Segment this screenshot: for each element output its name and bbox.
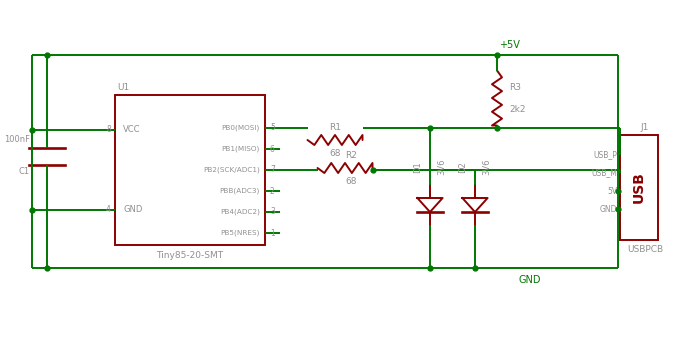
- Text: USBPCB: USBPCB: [627, 245, 663, 255]
- Text: USB_M: USB_M: [591, 169, 617, 177]
- Text: D1: D1: [414, 161, 423, 173]
- Text: R2: R2: [345, 151, 357, 161]
- Text: J1: J1: [640, 122, 649, 131]
- Text: R3: R3: [509, 83, 521, 93]
- Text: PBB(ADC3): PBB(ADC3): [220, 188, 260, 194]
- Text: U1: U1: [117, 83, 130, 93]
- Text: PB5(NRES): PB5(NRES): [220, 230, 260, 236]
- Text: 68: 68: [329, 148, 341, 158]
- Text: 100nF: 100nF: [4, 136, 30, 145]
- Text: +5V: +5V: [499, 40, 520, 50]
- Text: PB1(MISO): PB1(MISO): [222, 146, 260, 152]
- Text: USB_P: USB_P: [593, 150, 617, 160]
- Text: 3V6: 3V6: [438, 159, 447, 175]
- Text: 2k2: 2k2: [509, 105, 526, 115]
- Text: 68: 68: [345, 176, 357, 186]
- Text: GND: GND: [519, 275, 541, 285]
- Text: C1: C1: [19, 168, 30, 176]
- Text: 3: 3: [270, 208, 275, 217]
- Text: GND: GND: [123, 206, 142, 215]
- Text: 2: 2: [270, 187, 274, 195]
- Text: 3V6: 3V6: [482, 159, 491, 175]
- Text: 1: 1: [270, 228, 274, 238]
- Bar: [620, 135, 658, 240]
- Text: PB0(MOSI): PB0(MOSI): [222, 125, 260, 131]
- Bar: [115, 95, 265, 245]
- Text: GND: GND: [599, 204, 617, 214]
- Text: PB2(SCK/ADC1): PB2(SCK/ADC1): [203, 167, 260, 173]
- Text: VCC: VCC: [123, 125, 141, 135]
- Text: Tiny85-20-SMT: Tiny85-20-SMT: [156, 250, 223, 260]
- Text: 7: 7: [270, 166, 275, 174]
- Text: R1: R1: [329, 123, 341, 132]
- Text: USB: USB: [632, 172, 646, 203]
- Text: 6: 6: [270, 145, 275, 153]
- Text: 5: 5: [270, 123, 275, 132]
- Text: PB4(ADC2): PB4(ADC2): [220, 209, 260, 215]
- Text: 8: 8: [106, 125, 111, 135]
- Text: 5V: 5V: [607, 187, 617, 195]
- Text: 4: 4: [106, 206, 111, 215]
- Text: D2: D2: [458, 161, 468, 173]
